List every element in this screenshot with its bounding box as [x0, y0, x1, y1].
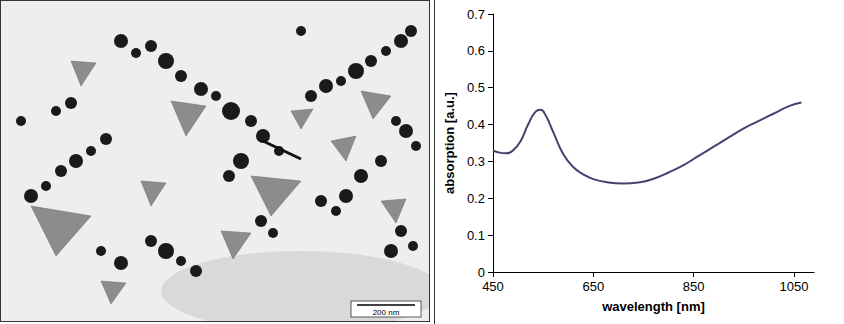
svg-text:0.4: 0.4: [467, 117, 485, 132]
svg-text:450: 450: [482, 279, 504, 294]
svg-text:0.2: 0.2: [467, 191, 485, 206]
svg-text:650: 650: [582, 279, 604, 294]
svg-text:0.5: 0.5: [467, 80, 485, 95]
svg-text:wavelength [nm]: wavelength [nm]: [601, 299, 705, 314]
svg-text:0: 0: [478, 265, 485, 280]
svg-text:850: 850: [683, 279, 705, 294]
svg-text:absorption [a.u.]: absorption [a.u.]: [442, 92, 457, 194]
svg-text:1050: 1050: [779, 279, 808, 294]
svg-text:0.1: 0.1: [467, 228, 485, 243]
svg-text:0.3: 0.3: [467, 154, 485, 169]
svg-text:0.6: 0.6: [467, 43, 485, 58]
svg-text:0.7: 0.7: [467, 7, 485, 22]
svg-text:200 nm: 200 nm: [373, 308, 400, 317]
